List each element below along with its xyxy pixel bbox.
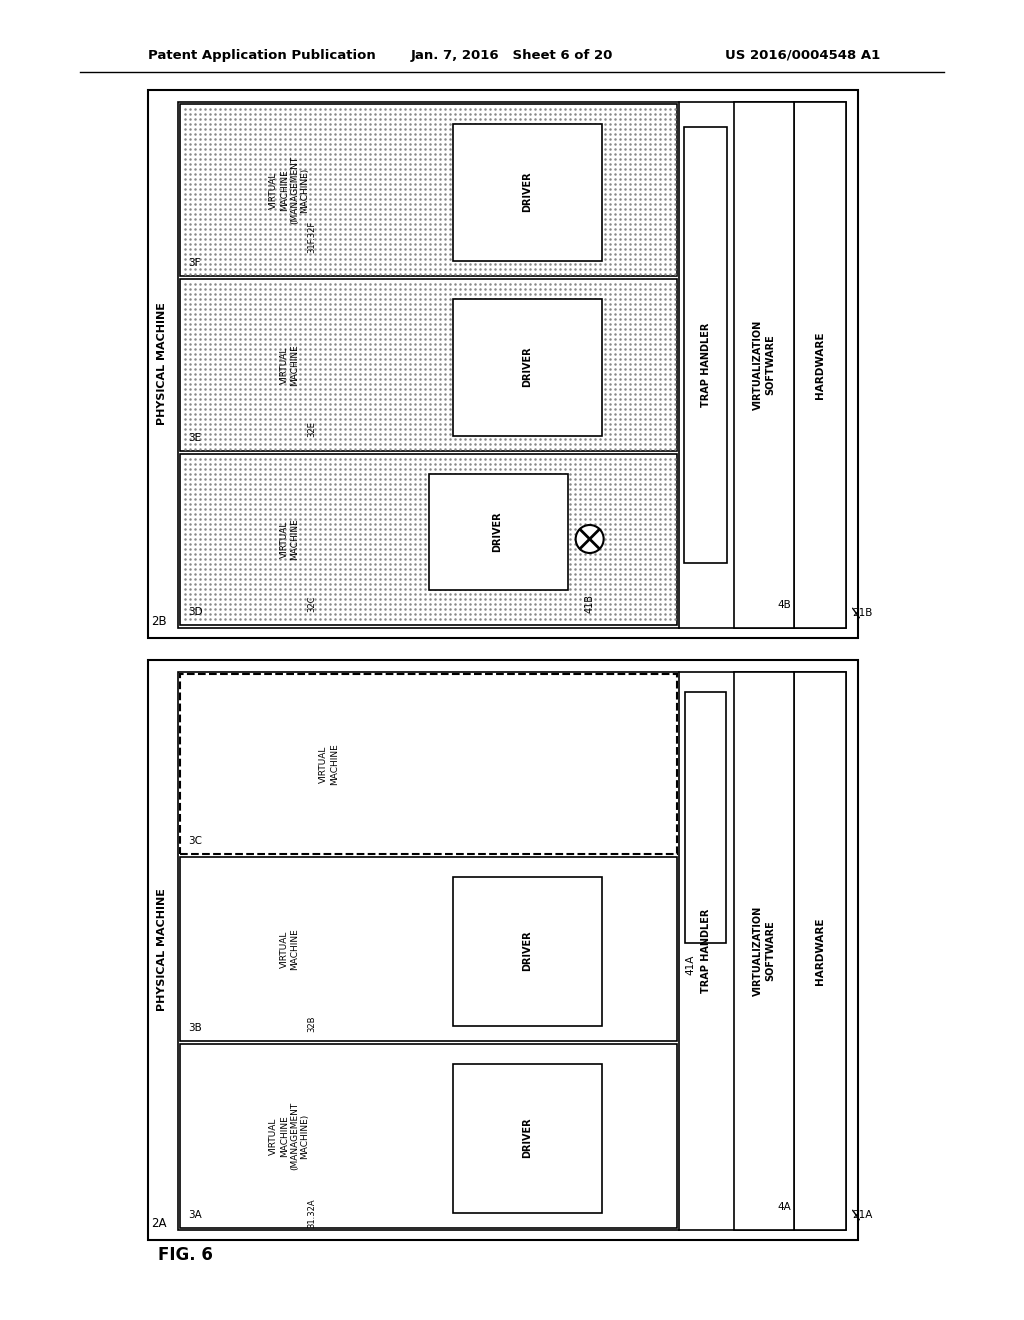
Bar [178, 672, 846, 1230]
Text: 3C: 3C [188, 836, 202, 846]
Text: 2B: 2B [151, 615, 167, 628]
Bar [148, 660, 858, 1239]
Bar [454, 1064, 602, 1213]
Text: TRAP HANDLER: TRAP HANDLER [701, 323, 711, 407]
Text: 32C: 32C [307, 595, 316, 611]
Bar [180, 104, 677, 276]
Text: PHYSICAL MACHINE: PHYSICAL MACHINE [157, 888, 167, 1011]
Text: HARDWARE: HARDWARE [815, 331, 825, 399]
Text: VIRTUAL
MACHINE: VIRTUAL MACHINE [280, 519, 299, 560]
Text: 32E: 32E [307, 421, 316, 437]
Text: 21B: 21B [852, 609, 872, 618]
Text: 31.32A: 31.32A [307, 1199, 316, 1228]
Text: 3D: 3D [188, 607, 203, 616]
Text: 3B: 3B [188, 1023, 202, 1034]
Text: FIG. 6: FIG. 6 [158, 1246, 212, 1265]
Text: HARDWARE: HARDWARE [815, 917, 825, 985]
Text: VIRTUAL
MACHINE: VIRTUAL MACHINE [319, 743, 339, 785]
Text: 3F: 3F [188, 257, 201, 268]
Bar [454, 876, 602, 1026]
Text: 3A: 3A [188, 1210, 202, 1220]
Bar [794, 672, 846, 1230]
Text: Patent Application Publication: Patent Application Publication [148, 49, 376, 62]
Bar [454, 124, 602, 261]
Text: 2A: 2A [151, 1217, 167, 1230]
Text: DRIVER: DRIVER [522, 1118, 532, 1159]
Bar [684, 127, 727, 564]
Text: VIRTUAL
MACHINE
(MANAGEMENT
MACHINE): VIRTUAL MACHINE (MANAGEMENT MACHINE) [269, 1102, 309, 1170]
Text: DRIVER: DRIVER [493, 512, 503, 552]
Text: 4A: 4A [777, 1203, 791, 1212]
Text: VIRTUALIZATION
SOFTWARE: VIRTUALIZATION SOFTWARE [754, 319, 775, 411]
Bar [180, 279, 677, 451]
Bar [794, 102, 846, 628]
Bar [180, 857, 677, 1041]
Bar [148, 90, 858, 638]
Bar [734, 102, 794, 628]
Text: VIRTUAL
MACHINE: VIRTUAL MACHINE [280, 345, 299, 385]
Text: TRAP HANDLER: TRAP HANDLER [701, 908, 711, 993]
Text: 4B: 4B [777, 601, 791, 610]
Text: 32B: 32B [307, 1016, 316, 1032]
Bar [428, 474, 567, 590]
Bar [454, 300, 602, 436]
Text: DRIVER: DRIVER [522, 931, 532, 972]
Text: 3E: 3E [188, 433, 201, 444]
Text: US 2016/0004548 A1: US 2016/0004548 A1 [725, 49, 880, 62]
Bar [180, 454, 677, 624]
Text: 31F.32F: 31F.32F [307, 220, 316, 253]
Bar [178, 102, 846, 628]
Text: PHYSICAL MACHINE: PHYSICAL MACHINE [157, 302, 167, 425]
Text: 41B: 41B [585, 594, 595, 612]
Circle shape [575, 525, 604, 553]
Text: DRIVER: DRIVER [522, 172, 532, 213]
Bar [180, 1044, 677, 1228]
Bar [685, 692, 726, 942]
Bar [180, 675, 677, 854]
Text: VIRTUAL
MACHINE
(MANAGEMENT
MACHINE): VIRTUAL MACHINE (MANAGEMENT MACHINE) [269, 156, 309, 224]
Text: 21A: 21A [852, 1210, 872, 1220]
Text: Jan. 7, 2016   Sheet 6 of 20: Jan. 7, 2016 Sheet 6 of 20 [411, 49, 613, 62]
Text: DRIVER: DRIVER [522, 347, 532, 387]
Text: 41A: 41A [685, 956, 695, 975]
Text: VIRTUAL
MACHINE: VIRTUAL MACHINE [280, 928, 299, 970]
Text: VIRTUALIZATION
SOFTWARE: VIRTUALIZATION SOFTWARE [754, 906, 775, 997]
Bar [734, 672, 794, 1230]
